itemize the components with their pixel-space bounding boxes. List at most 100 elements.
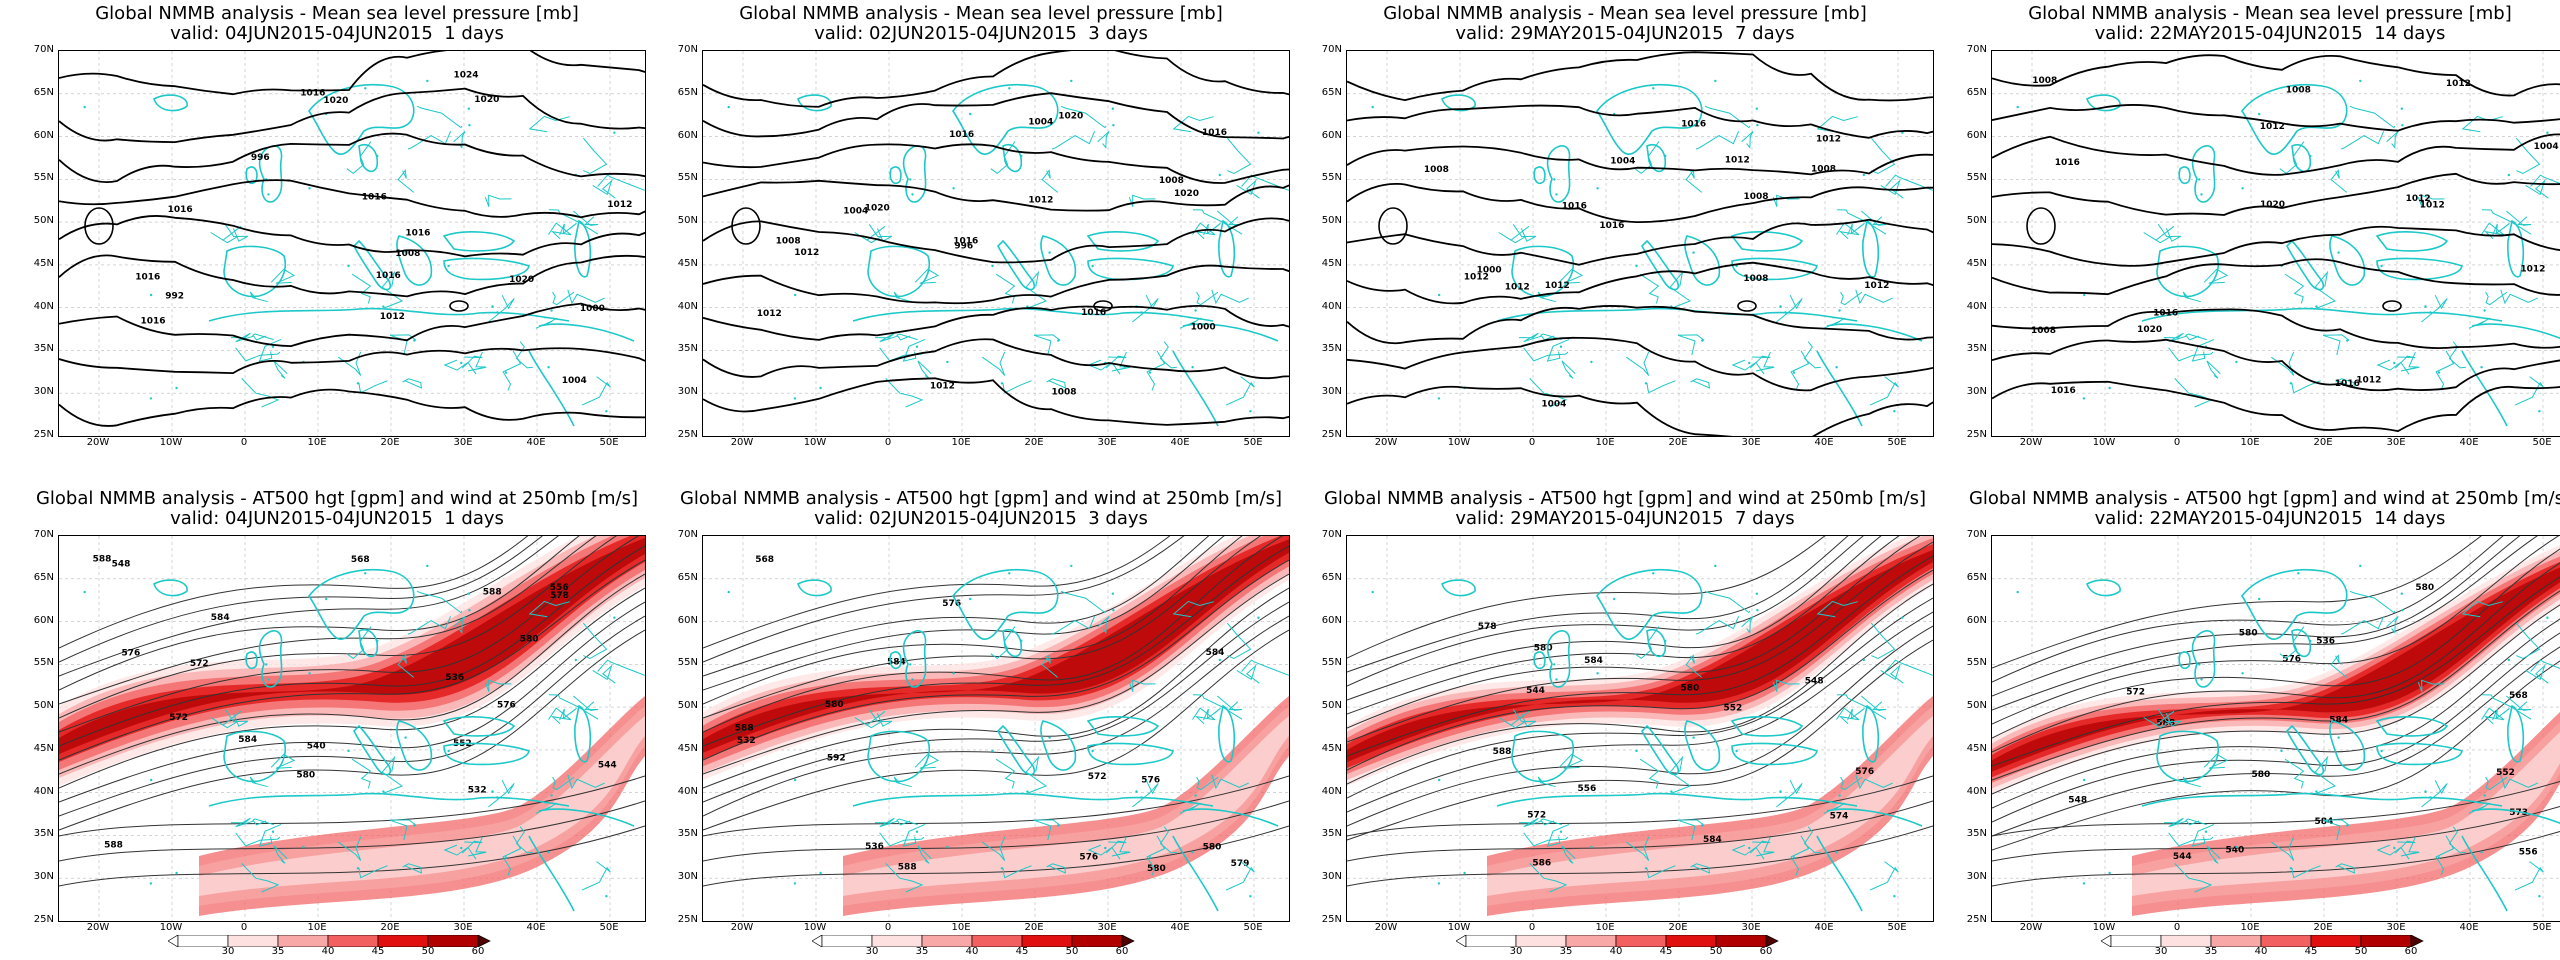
- border-line: [1537, 776, 1556, 788]
- border-line: [1179, 802, 1202, 814]
- lat-tick-label: 40N: [1966, 300, 1987, 312]
- island-mark: [426, 79, 429, 83]
- border-line: [597, 174, 645, 191]
- island-mark: [1559, 830, 1563, 833]
- height-contour: [59, 536, 640, 733]
- border-line: [2340, 616, 2385, 635]
- border-line: [2481, 694, 2532, 720]
- lon-tick-label: 10E: [2240, 437, 2260, 448]
- island-mark: [1901, 616, 1904, 619]
- border-line: [581, 376, 611, 406]
- isobar-line: [703, 305, 1289, 341]
- border-line: [2417, 679, 2445, 692]
- isobar-line: [1992, 258, 2560, 296]
- contour-label: 588: [483, 588, 502, 598]
- island-mark: [2083, 778, 2086, 782]
- jet-shade: [843, 706, 1289, 906]
- border-line: [2481, 209, 2532, 235]
- island-mark: [2507, 658, 2510, 662]
- lat-tick-label: 65N: [1966, 571, 1987, 583]
- island-mark: [504, 371, 508, 374]
- height-contour: [703, 587, 1289, 789]
- contour-label: 1016: [1681, 120, 1706, 130]
- contour-label: 588: [735, 724, 754, 734]
- coastlines: [2016, 564, 2560, 912]
- height-contour: [1992, 590, 2560, 781]
- island-mark: [1194, 794, 1197, 797]
- island-mark: [356, 382, 360, 385]
- contour-label: 536: [2316, 636, 2335, 646]
- border-line: [1639, 273, 1660, 304]
- border-line: [2468, 317, 2491, 329]
- height-contour: [1992, 548, 2560, 739]
- border-line: [2448, 826, 2466, 854]
- border-line: [2394, 355, 2416, 369]
- isobar-line: [1347, 104, 1933, 139]
- border-line: [381, 270, 404, 309]
- lat-tick-label: 25N: [33, 429, 54, 440]
- jet-shade: [703, 539, 1289, 753]
- island-mark: [1735, 749, 1738, 753]
- coastline: [952, 83, 1059, 155]
- border-line: [1087, 359, 1121, 375]
- coastline: [1641, 724, 1680, 776]
- height-contour: [59, 536, 543, 663]
- island-mark: [83, 590, 86, 594]
- height-contour: [1992, 830, 2560, 887]
- island-mark: [2309, 154, 2312, 158]
- jet-shade: [1487, 706, 1933, 906]
- lon-tick-label: 10W: [159, 437, 183, 448]
- island-mark: [1835, 366, 1838, 369]
- panel-subtitle: valid: 04JUN2015-04JUN2015 1 days: [170, 508, 504, 529]
- lat-tick-label: 35N: [677, 343, 698, 355]
- island-mark: [413, 824, 416, 827]
- coastline: [574, 704, 591, 763]
- coastline: [1862, 219, 1879, 278]
- island-mark: [2401, 124, 2404, 127]
- pressure-cell: [449, 300, 469, 312]
- lon-tick-label: 0: [1528, 922, 1536, 933]
- contour-label: 576: [1079, 853, 1098, 863]
- map-canvas: 1008 1004 1000 1004 1008 1012 1016 1012 1016 1012…: [1347, 51, 1933, 436]
- coastline: [442, 716, 516, 737]
- wind-colorbar: 30 35 40 45 50 60: [811, 932, 1142, 958]
- map-panel: Global NMMB analysis - Mean sea level pr…: [1318, 0, 1934, 475]
- contour-label: 1012: [1725, 156, 1750, 166]
- coastline: [1596, 568, 1703, 640]
- border-line: [1159, 826, 1177, 854]
- lon-tick-label: 10E: [1595, 922, 1615, 933]
- isobar-line: [1992, 225, 2560, 267]
- lat-tick-label: 35N: [677, 828, 698, 840]
- border-line: [1731, 359, 1765, 375]
- border-line: [1097, 616, 1110, 634]
- border-line: [346, 141, 372, 175]
- lat-tick-label: 60N: [1321, 129, 1342, 141]
- contour-label: 1016: [953, 237, 978, 247]
- contour-label: 1008: [1743, 274, 1768, 284]
- border-line: [358, 380, 388, 394]
- border-line: [1690, 378, 1710, 389]
- border-line: [914, 753, 940, 769]
- border-line: [982, 836, 1006, 861]
- height-contour: [703, 536, 1171, 649]
- island-mark: [376, 639, 379, 643]
- island-mark: [1559, 345, 1563, 348]
- colorbar-label: 40: [965, 946, 979, 957]
- lon-tick-label: 50E: [599, 922, 619, 933]
- lon-tick-label: 20W: [1374, 922, 1398, 933]
- coastline: [1546, 145, 1571, 203]
- island-mark: [1249, 895, 1252, 898]
- pressure-cell: [2026, 207, 2056, 245]
- border-line: [1869, 376, 1899, 406]
- contour-label: 1016: [1562, 202, 1587, 212]
- panel-title: Global NMMB analysis - Mean sea level pr…: [739, 3, 1223, 24]
- border-line: [2191, 338, 2215, 362]
- border-line: [241, 863, 280, 893]
- border-line: [2185, 333, 2207, 341]
- contour-label: 580: [2252, 770, 2271, 780]
- border-line: [597, 659, 645, 676]
- contour-label: 536: [865, 842, 884, 852]
- border-line: [1192, 209, 1243, 235]
- border-line: [1741, 131, 1754, 149]
- contour-label: 1020: [1174, 189, 1199, 199]
